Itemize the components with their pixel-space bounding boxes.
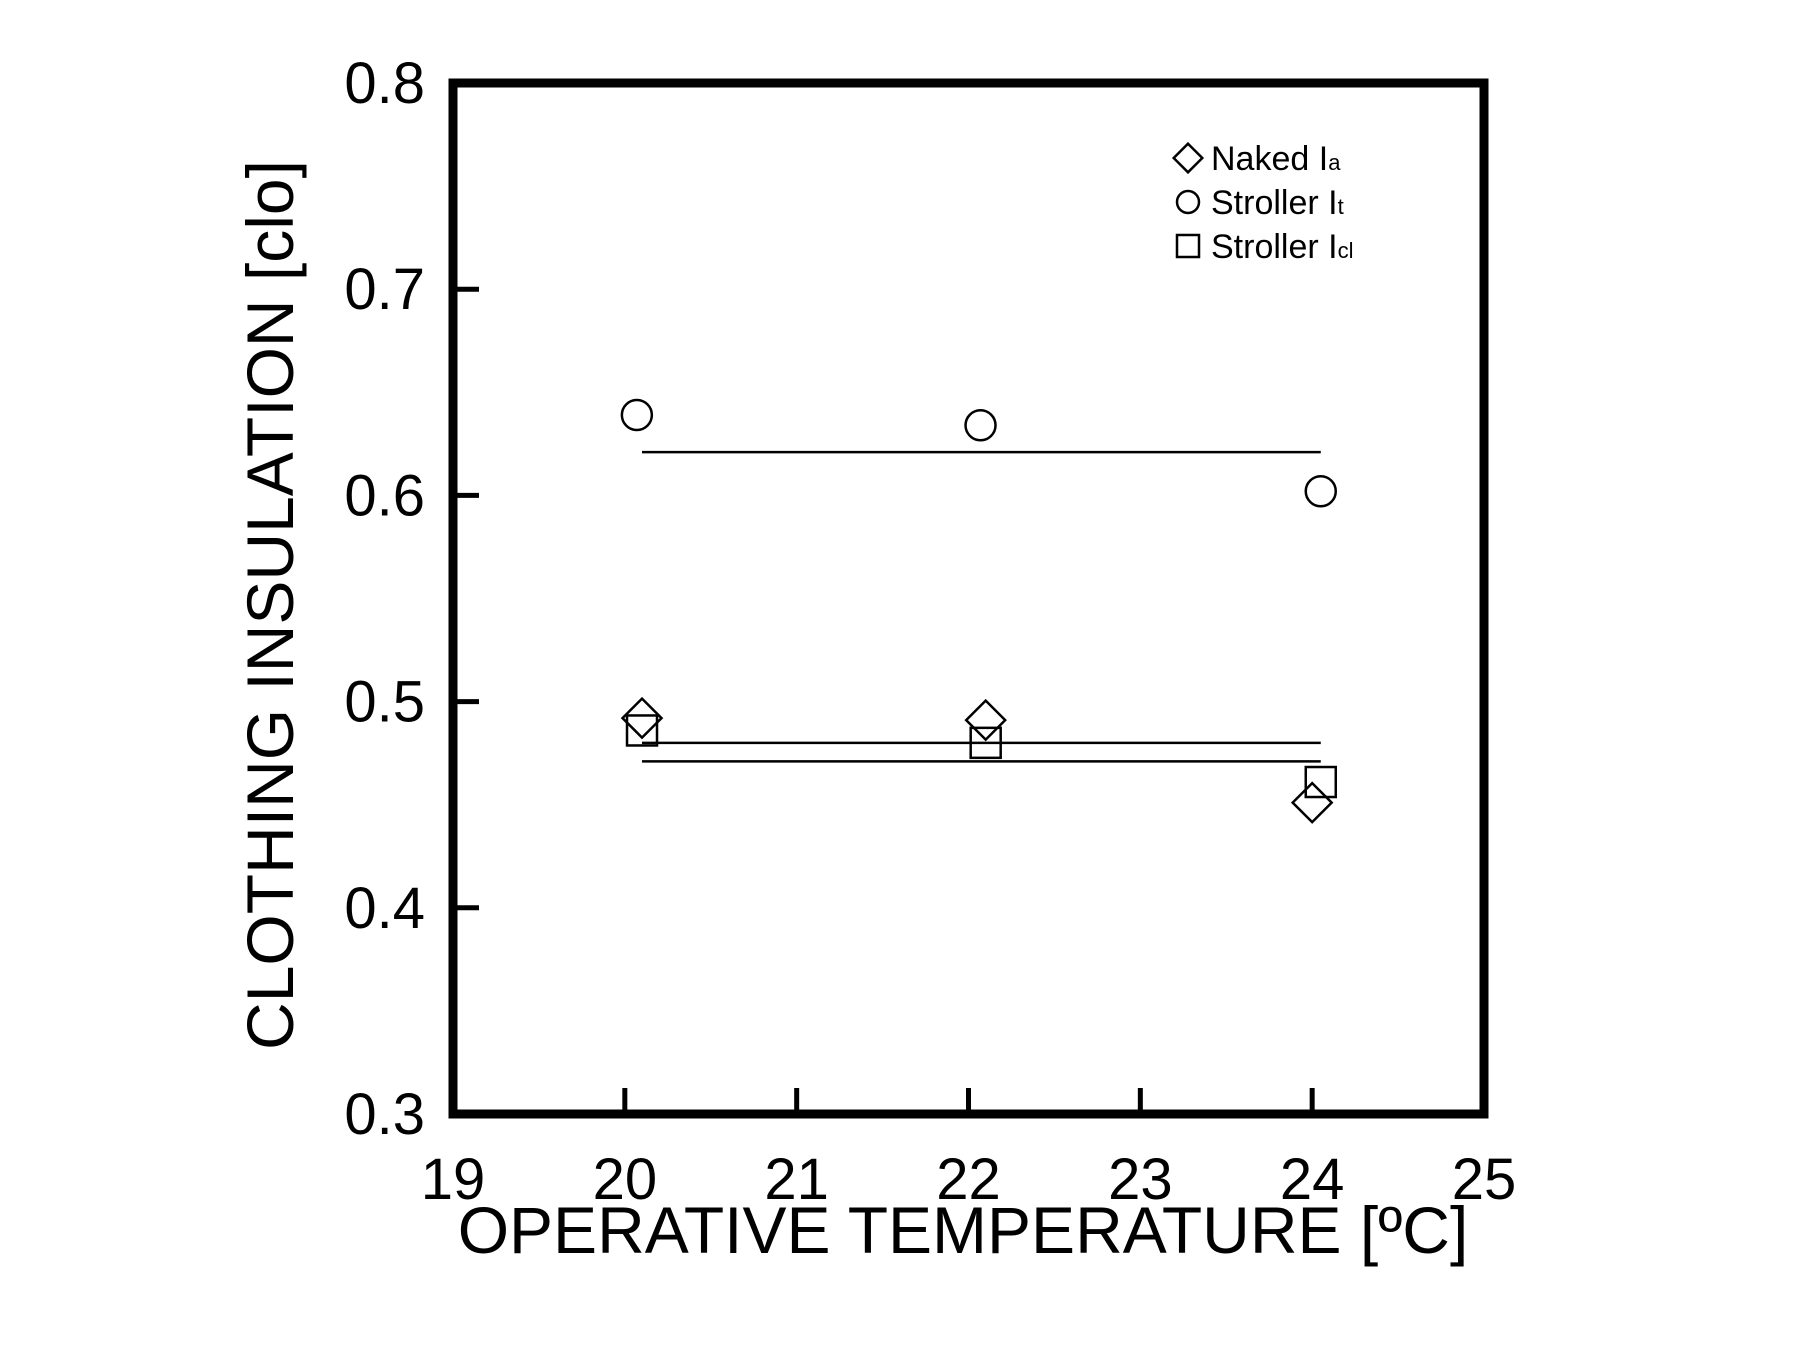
x-tick-label: 25 [1452, 1147, 1517, 1212]
x-tick-label: 24 [1280, 1147, 1345, 1212]
axis-ticks [453, 286, 1315, 1114]
data-point-circle [964, 409, 997, 442]
fit-lines [642, 450, 1321, 763]
legend-entry: Stroller It [1211, 184, 1344, 222]
x-tick-label: 20 [593, 1147, 658, 1212]
legend: Naked Ia Stroller It Stroller Icl [1171, 140, 1353, 266]
y-tick-label: 0.8 [344, 51, 425, 116]
data-point-square [969, 726, 1002, 760]
y-tick-label: 0.3 [344, 1082, 425, 1147]
x-tick-label: 23 [1108, 1147, 1173, 1212]
x-axis-title: OPERATIVE TEMPERATURE [ºC] [458, 1193, 1469, 1267]
data-point-diamond [1290, 781, 1334, 824]
data-point-circle [1304, 475, 1338, 508]
legend-entry: Stroller Icl [1211, 228, 1353, 266]
y-tick-label: 0.6 [344, 463, 425, 528]
y-tick-label: 0.5 [344, 670, 425, 735]
data-point-square [1304, 765, 1338, 799]
data-point-circle [620, 398, 654, 432]
x-tick-label: 21 [764, 1147, 829, 1212]
data-points [620, 398, 1338, 824]
x-tick-label: 19 [421, 1147, 486, 1212]
legend-entry: Naked Ia [1211, 140, 1341, 178]
data-point-diamond [964, 698, 1007, 742]
data-point-diamond [620, 696, 664, 740]
data-point-square [625, 714, 659, 747]
legend-marker-square [1175, 233, 1201, 259]
x-tick-label: 22 [936, 1147, 1001, 1212]
y-axis-title: CLOTHING INSULATION [clo] [233, 160, 307, 1050]
legend-marker-circle [1175, 189, 1201, 215]
legend-marker-diamond [1171, 141, 1205, 175]
y-tick-label: 0.4 [344, 876, 425, 941]
tick-labels: 19 20 21 22 23 24 25 0.3 0.4 0.5 0.6 0.7 0.8 [344, 51, 1516, 1212]
y-tick-label: 0.7 [344, 257, 425, 322]
